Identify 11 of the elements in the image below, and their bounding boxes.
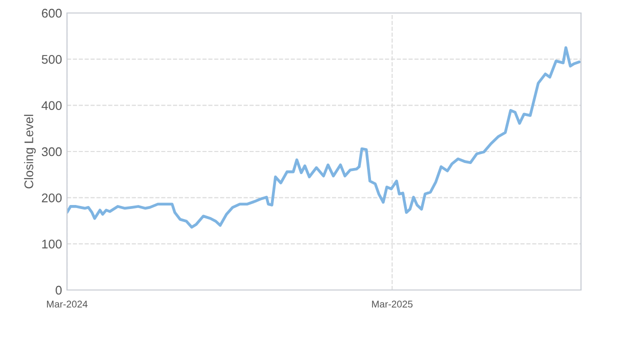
y-tick-label: 0: [56, 286, 62, 295]
y-tick-label: 100: [42, 240, 62, 248]
y-tick-label: 600: [42, 8, 62, 18]
y-axis-title: Closing Level: [24, 114, 36, 188]
y-tick-label: 200: [42, 193, 62, 202]
y-tick-label: 500: [42, 54, 62, 64]
y-tick-label: 400: [42, 101, 62, 110]
x-tick-label: Mar-2024: [46, 300, 88, 308]
line-series: [67, 46, 581, 229]
y-tick-label: 300: [42, 147, 62, 156]
x-tick-label: Mar-2025: [372, 300, 413, 308]
